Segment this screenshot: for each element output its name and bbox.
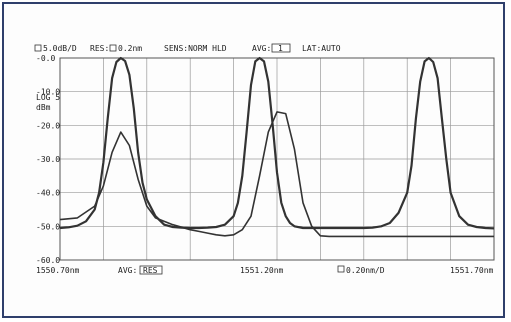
span-label: 0.20nm/D [346, 266, 385, 275]
scale-marker-box [34, 44, 42, 52]
footer-avg-label: AVG: [118, 266, 137, 275]
y-tick-labels: -0.0 -10.0 -20.0 -30.0 -40.0 -50.0 -60.0 [36, 54, 60, 265]
plot-border [59, 57, 495, 261]
span-marker-box [337, 265, 345, 273]
y-tick-label: -10.0 [36, 88, 60, 97]
x-stop-label: 1551.70nm [450, 266, 494, 275]
header-smpl: LAT:AUTO [302, 44, 341, 53]
series-line-2 [59, 111, 494, 238]
header-avg-value: 1 [278, 44, 283, 53]
header-scale: 5.0dB/D [43, 44, 77, 53]
plot-grid [59, 57, 495, 261]
y-tick-label: -30.0 [36, 155, 60, 164]
y-tick-label: -0.0 [36, 54, 55, 63]
plot-background [4, 4, 503, 316]
spectrum-plot: 5.0dB/D RES: 0.2nm SENS:NORM HLD AVG: 1 … [4, 4, 503, 316]
header-avg-label: AVG: [252, 44, 271, 53]
header-res-value: 0.2nm [118, 44, 142, 53]
log-scale-label: LOG 5 [36, 93, 60, 102]
avg-value-box [271, 43, 291, 53]
header-sens: SENS:NORM HLD [164, 44, 227, 53]
y-tick-label: -20.0 [36, 121, 60, 130]
x-center-label: 1551.20nm [240, 266, 284, 275]
x-start-label: 1550.70nm [36, 266, 80, 275]
osa-display-frame: 5.0dB/D RES: 0.2nm SENS:NORM HLD AVG: 1 … [2, 2, 505, 318]
y-tick-label: -50.0 [36, 222, 60, 231]
series-group [59, 56, 495, 238]
footer-mid-value: RES [143, 266, 158, 275]
y-tick-label: -40.0 [36, 189, 60, 198]
footer-mid-box [139, 265, 163, 275]
series-line-1 [59, 56, 495, 230]
header-res-label: RES: [90, 44, 109, 53]
unit-label: dBm [36, 103, 51, 112]
y-tick-label: -60.0 [36, 256, 60, 265]
res-marker-box [109, 44, 117, 52]
